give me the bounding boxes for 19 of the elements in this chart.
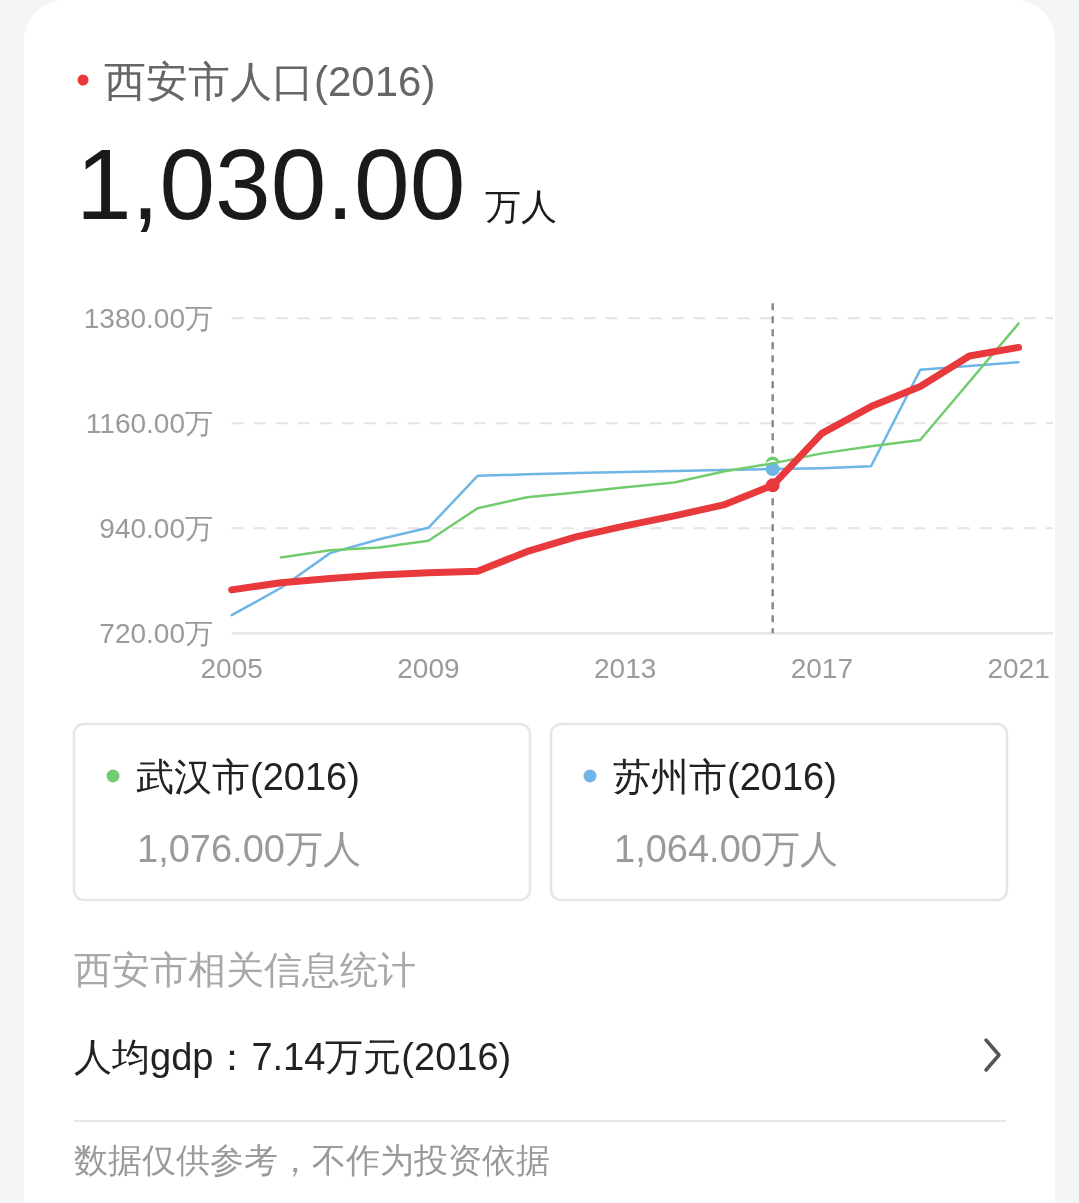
- x-tick-label: 2013: [593, 653, 657, 684]
- text: 数据仅供参考，不作为投资依据: [74, 1141, 550, 1179]
- legend-label: 武汉市(2016): [136, 756, 360, 798]
- chart-subtitle: 1,030.00 万人: [76, 128, 558, 240]
- text: 1,076.00万人: [137, 828, 361, 870]
- y-tick-label: 940.00万: [99, 513, 213, 545]
- line-series: [279, 322, 1020, 559]
- x-tick-label: 2017: [790, 653, 853, 684]
- x-tick-label: 2005: [200, 653, 263, 684]
- text: 西安市相关信息统计: [74, 949, 416, 991]
- text: 人均gdp：7.14万元(2016): [74, 1036, 512, 1078]
- y-tick-label: 1160.00万: [85, 408, 213, 440]
- x-tick-label: 2009: [397, 653, 460, 684]
- y-tick-label: 1380.00万: [83, 303, 213, 335]
- x-tick-label: 2021: [987, 653, 1050, 684]
- legend-label: 苏州市(2016): [613, 756, 837, 798]
- y-tick-label: 720.00万: [99, 618, 213, 650]
- chart-title: 西安市人口(2016): [104, 58, 436, 105]
- text: 1,064.00万人: [614, 828, 838, 870]
